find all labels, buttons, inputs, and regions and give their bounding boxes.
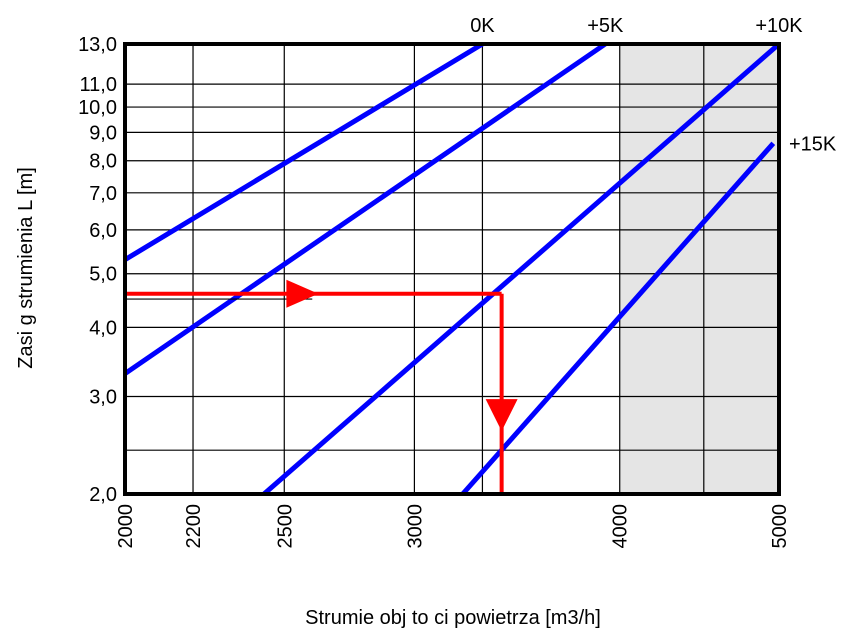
example-path xyxy=(125,279,518,494)
shaded-region xyxy=(619,44,779,494)
y-tick-label: 11,0 xyxy=(80,74,117,96)
series-labels: 0K +5K +10K +15K xyxy=(470,15,837,155)
x-tick-label: 3000 xyxy=(404,504,426,549)
y-tick-labels: 2,0 3,0 4,0 5,0 6,0 7,0 8,0 9,0 10,011,0 13,0 xyxy=(78,34,117,506)
series-label: +15K xyxy=(789,133,837,155)
x-tick-label: 4000 xyxy=(610,504,632,549)
series-label: 0K xyxy=(470,15,495,37)
x-tick-label: 2500 xyxy=(274,504,296,549)
y-tick-label: 8,0 xyxy=(89,151,117,173)
plot-frame xyxy=(123,42,781,496)
x-axis-title: Strumie obj to ci powietrza [m3/h] xyxy=(305,607,601,629)
arrow-down-icon xyxy=(485,399,518,432)
series-line xyxy=(123,41,607,376)
y-tick-label: 6,0 xyxy=(89,220,117,242)
y-tick-label: 3,0 xyxy=(89,387,117,409)
y-tick-label: 7,0 xyxy=(89,183,117,205)
y-tick-label: 4,0 xyxy=(89,317,117,339)
x-tick-labels: 2000 2200 2500 3000 4000 5000 xyxy=(115,504,791,549)
shaded-area xyxy=(619,44,779,494)
x-tick-label: 2200 xyxy=(183,504,205,549)
x-tick-label: 5000 xyxy=(769,504,791,549)
y-tick-label: 2,0 xyxy=(89,484,117,506)
series-label: +5K xyxy=(587,15,624,37)
y-axis-title: Zasi g strumienia L [m] xyxy=(15,167,37,369)
series-line xyxy=(123,41,484,262)
y-tick-label: 5,0 xyxy=(89,264,117,286)
y-tick-label: 10,0 xyxy=(78,97,117,119)
series-line xyxy=(460,141,776,496)
y-tick-label: 9,0 xyxy=(89,122,117,144)
x-tick-label: 2000 xyxy=(115,504,137,549)
arrow-right-icon xyxy=(286,279,319,308)
series-lines xyxy=(123,41,781,496)
series-label: +10K xyxy=(755,15,803,37)
series-line xyxy=(262,42,781,496)
y-tick-label: 13,0 xyxy=(78,34,117,56)
